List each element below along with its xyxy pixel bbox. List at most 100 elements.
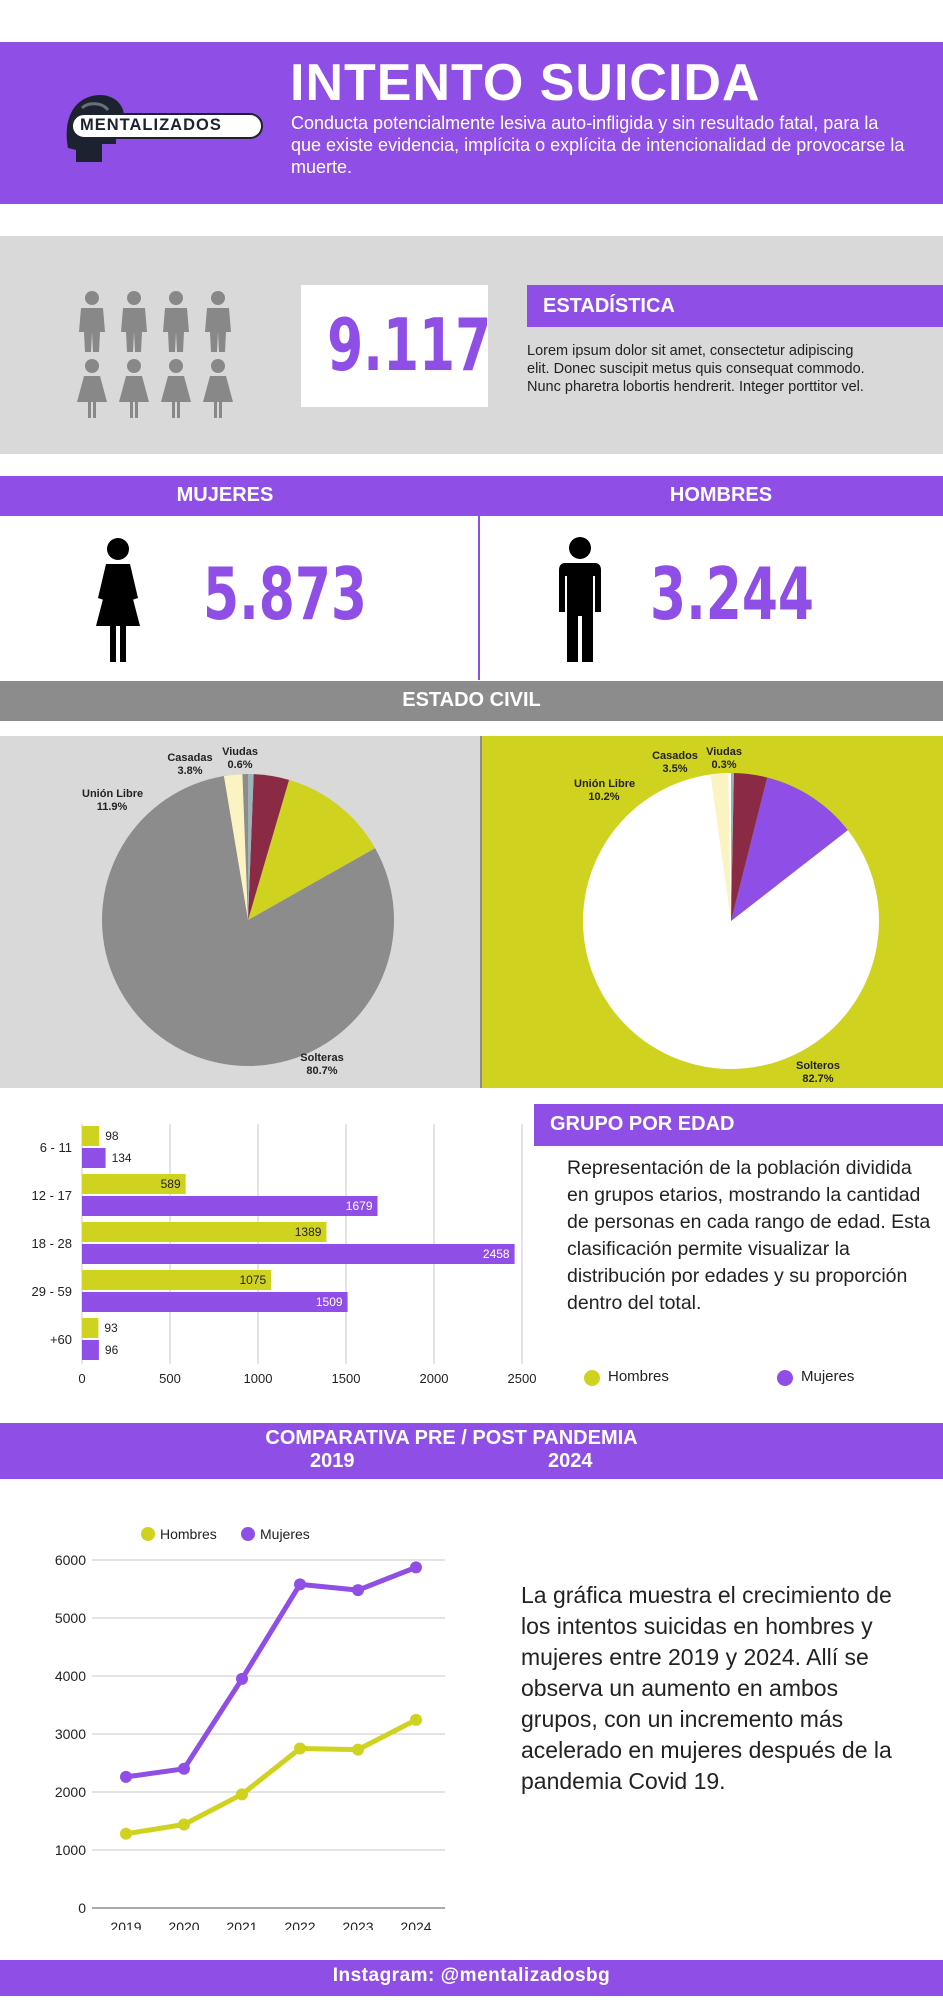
people-icon-group bbox=[77, 291, 233, 418]
pie-label-value: 0.3% bbox=[711, 759, 737, 771]
bar bbox=[82, 1174, 186, 1194]
stat-tag bbox=[527, 285, 943, 327]
footer-bar bbox=[0, 1960, 943, 1996]
age-tag-label: GRUPO POR EDAD bbox=[550, 1113, 735, 1135]
y-tick-label: 29 - 59 bbox=[32, 1284, 72, 1299]
pie-data-label: Solteras 80.7% bbox=[292, 1052, 352, 1078]
y-tick-label: 3000 bbox=[55, 1726, 86, 1742]
legend-women-swatch bbox=[777, 1370, 793, 1386]
pie-label-value: 3.5% bbox=[662, 763, 688, 775]
women-value: 5.873 bbox=[203, 552, 367, 636]
series-line bbox=[125, 1565, 417, 1780]
women-label: MUJERES bbox=[176, 484, 274, 506]
comparison-bar bbox=[0, 1423, 943, 1479]
comparison-year-end: 2024 bbox=[548, 1450, 593, 1472]
woman-icon bbox=[203, 359, 233, 418]
bar-data-label: 134 bbox=[112, 1151, 132, 1165]
comparison-description: La gráfica muestra el crecimiento de los… bbox=[521, 1582, 892, 1794]
y-tick-label: +60 bbox=[50, 1332, 72, 1347]
data-point bbox=[352, 1743, 364, 1756]
men-label: HOMBRES bbox=[669, 484, 773, 506]
brand-name: MENTALIZADOS bbox=[80, 116, 222, 134]
data-point bbox=[120, 1827, 132, 1840]
civil-status-bar bbox=[0, 681, 943, 721]
woman-icon bbox=[119, 359, 149, 418]
age-legend: Hombres Mujeres bbox=[584, 1368, 924, 1390]
x-tick-label: 2022 bbox=[284, 1919, 315, 1930]
pie-label-value: 0.6% bbox=[227, 759, 253, 771]
pie-label-name: Viudas bbox=[222, 746, 258, 758]
x-tick-label: 1500 bbox=[332, 1371, 361, 1386]
bar bbox=[82, 1292, 348, 1312]
legend-men-label: Hombres bbox=[608, 1368, 669, 1385]
comparison-title: COMPARATIVA PRE / POST PANDEMIA bbox=[265, 1427, 638, 1449]
total-value: 9.117 bbox=[327, 303, 492, 387]
bar-data-label: 1509 bbox=[316, 1295, 343, 1309]
pie-slice bbox=[731, 777, 848, 921]
pie-label-value: 10.2% bbox=[588, 791, 620, 803]
x-tick-label: 2023 bbox=[342, 1919, 373, 1930]
data-point bbox=[178, 1818, 190, 1831]
bar-data-label: 589 bbox=[161, 1177, 181, 1191]
bar bbox=[82, 1270, 272, 1290]
data-point bbox=[120, 1770, 132, 1783]
data-point bbox=[294, 1578, 306, 1591]
x-tick-label: 2500 bbox=[508, 1371, 537, 1386]
instagram-handle[interactable]: Instagram: @mentalizadosbg bbox=[332, 1965, 611, 1986]
data-point bbox=[410, 1561, 422, 1574]
x-tick-label: 2024 bbox=[400, 1919, 431, 1930]
pie-data-label: Viudas 0.6% bbox=[210, 746, 270, 772]
woman-icon bbox=[77, 359, 107, 418]
pie-data-label: Unión Libre 11.9% bbox=[82, 788, 143, 814]
x-tick-label: 2021 bbox=[226, 1919, 257, 1930]
pie-label-name: Casados bbox=[652, 750, 698, 762]
bar bbox=[82, 1244, 515, 1264]
pie-slice bbox=[248, 779, 376, 920]
pie-slice bbox=[731, 773, 768, 921]
y-tick-label: 6 - 11 bbox=[40, 1140, 72, 1155]
page-title: INTENTO SUICIDA bbox=[290, 54, 761, 112]
civil-status-label: ESTADO CIVIL bbox=[402, 689, 541, 711]
bar-data-label: 2458 bbox=[483, 1247, 510, 1261]
pie-slice bbox=[248, 774, 290, 920]
comparison-year-start: 2019 bbox=[310, 1450, 355, 1472]
pie-label-name: Solteros bbox=[795, 1060, 840, 1072]
page-subtitle: Conducta potencialmente lesiva auto-infl… bbox=[291, 113, 905, 177]
x-tick-label: 1000 bbox=[244, 1371, 273, 1386]
pie-label-name: Solteras bbox=[300, 1052, 344, 1064]
bar-data-label: 96 bbox=[105, 1343, 119, 1357]
y-tick-label: 0 bbox=[78, 1900, 86, 1916]
pie-label-name: Casadas bbox=[167, 752, 213, 764]
y-tick-label: 1000 bbox=[55, 1842, 86, 1858]
y-tick-label: 18 - 28 bbox=[32, 1236, 72, 1251]
legend-swatch bbox=[141, 1527, 155, 1541]
age-tag bbox=[534, 1104, 943, 1146]
pie-slice bbox=[101, 774, 394, 1066]
bar-data-label: 93 bbox=[104, 1321, 118, 1335]
bar-data-label: 98 bbox=[105, 1129, 119, 1143]
data-point bbox=[294, 1742, 306, 1755]
pie-data-label: Casados 3.5% bbox=[645, 750, 705, 776]
age-description: Representación de la población dividida … bbox=[567, 1157, 931, 1314]
series-line bbox=[125, 1717, 418, 1837]
y-tick-label: 5000 bbox=[55, 1610, 86, 1626]
bar bbox=[82, 1148, 106, 1168]
women-civil-pie-chart bbox=[101, 774, 394, 1066]
pie-label-name: Unión Libre bbox=[574, 778, 636, 790]
bar bbox=[82, 1318, 99, 1338]
pie-data-label: Casadas 3.8% bbox=[160, 752, 220, 778]
data-point bbox=[410, 1713, 422, 1726]
pie-data-label: Viudas 0.3% bbox=[694, 746, 754, 772]
woman-icon bbox=[161, 359, 191, 418]
pie-data-label: Solteros 82.7% bbox=[788, 1060, 848, 1086]
pie-label-value: 80.7% bbox=[306, 1065, 338, 1077]
x-tick-label: 500 bbox=[159, 1371, 181, 1386]
stat-description: Lorem ipsum dolor sit amet, consectetur … bbox=[527, 343, 865, 395]
bar-data-label: 1679 bbox=[346, 1199, 373, 1213]
man-icon bbox=[559, 537, 601, 662]
bar bbox=[82, 1196, 378, 1216]
pie-slice bbox=[223, 774, 248, 920]
data-point bbox=[178, 1762, 190, 1775]
man-icon bbox=[205, 291, 231, 352]
legend-swatch bbox=[241, 1527, 255, 1541]
